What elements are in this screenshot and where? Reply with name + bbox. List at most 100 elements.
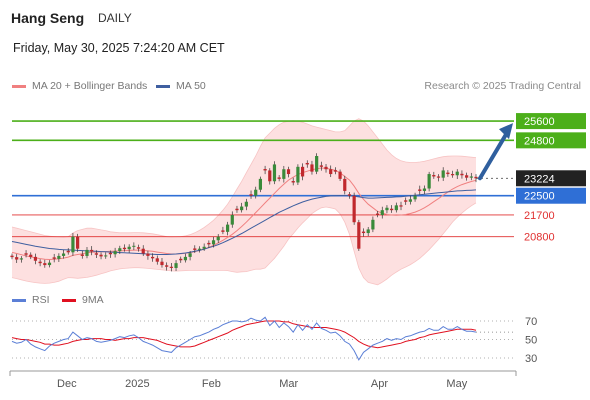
candle-body	[282, 169, 286, 179]
candle-body	[29, 254, 33, 257]
candle-body	[57, 255, 61, 259]
rsi-tick-30: 30	[525, 353, 537, 365]
level-label-22500: 22500	[524, 191, 555, 203]
candle-body	[43, 263, 47, 266]
candle-body	[122, 247, 127, 250]
legend-rsi-swatch	[12, 298, 26, 302]
candle-body	[343, 178, 347, 191]
candle-body	[33, 256, 38, 261]
level-tag-24800	[516, 132, 586, 149]
candle-body	[155, 258, 159, 262]
x-tick-2025: 2025	[125, 378, 149, 390]
legend-bollinger-label: MA 20 + Bollinger Bands	[32, 80, 148, 92]
candle-body	[52, 257, 56, 259]
bollinger-upper-line	[11, 118, 477, 238]
level-tag-25600	[516, 113, 586, 130]
candle-body	[202, 246, 206, 249]
candle-body	[296, 166, 300, 183]
candle-body	[455, 171, 459, 176]
candle-body	[19, 258, 23, 260]
candle-body	[15, 257, 19, 260]
candle-body	[272, 164, 277, 182]
candle-body	[436, 176, 441, 178]
legend-rsi-ma-label: 9MA	[82, 294, 104, 306]
level-label-24800: 24800	[524, 135, 555, 147]
candle-body	[286, 169, 291, 175]
candle-body	[24, 253, 28, 255]
candle-body	[315, 155, 319, 172]
legend-ma50-label: MA 50	[176, 80, 206, 92]
candle-body	[352, 195, 356, 223]
candle-body	[380, 210, 384, 215]
rsi-tick-50: 50	[525, 335, 537, 347]
candle-body	[300, 166, 305, 177]
candle-body	[225, 224, 230, 232]
source-credit: Research © 2025 Trading Central	[424, 80, 581, 92]
candle-body	[357, 222, 361, 249]
candle-body	[76, 236, 80, 249]
candle-body	[221, 230, 225, 232]
candle-body	[104, 255, 108, 257]
level-tag-22500	[516, 187, 586, 204]
legend-bollinger-swatch	[12, 84, 26, 88]
x-tick-Dec: Dec	[57, 378, 77, 390]
level-label-20800: 20800	[524, 232, 555, 244]
level-label-25600: 25600	[524, 116, 555, 128]
candle-body	[460, 173, 464, 176]
candle-body	[469, 176, 473, 178]
candle-body	[10, 255, 14, 258]
legend-rsi-ma-swatch	[62, 298, 76, 302]
legend-rsi: RSI	[12, 294, 50, 306]
projection-arrow-shaft	[478, 129, 510, 181]
candle-body	[305, 162, 309, 165]
candle-body	[108, 252, 113, 255]
candle-body	[146, 253, 150, 256]
candle-body	[216, 236, 220, 241]
candle-body	[361, 231, 366, 234]
candle-body	[85, 249, 89, 256]
candle-body	[465, 175, 469, 178]
candle-body	[174, 263, 178, 268]
candle-body	[268, 170, 272, 182]
candle-body	[211, 240, 216, 245]
candle-body	[244, 201, 248, 207]
rsi-ma-line	[11, 320, 477, 349]
legend-ma50-swatch	[156, 84, 170, 88]
projection-arrow-head	[499, 123, 513, 140]
candle-body	[385, 207, 389, 211]
candle-body	[151, 256, 155, 259]
candle-body	[324, 166, 328, 170]
candle-body	[399, 205, 403, 207]
candle-body	[446, 172, 450, 175]
price-candles	[10, 153, 478, 272]
rsi-tick-70: 70	[525, 316, 537, 328]
candle-body	[71, 236, 75, 253]
candle-body	[441, 170, 445, 178]
candle-body	[160, 261, 164, 266]
current-price-tag	[516, 170, 586, 187]
candle-body	[179, 258, 183, 261]
x-tick-Feb: Feb	[202, 378, 221, 390]
candle-body	[90, 249, 94, 252]
legend-rsi-label: RSI	[32, 294, 50, 306]
candle-body	[394, 205, 398, 211]
candle-body	[99, 254, 103, 257]
x-tick-Mar: Mar	[279, 378, 298, 390]
ma20-line	[11, 167, 477, 261]
candle-body	[94, 253, 98, 255]
candle-body	[371, 219, 375, 230]
legend-ma50: MA 50	[156, 80, 206, 92]
x-tick-Apr: Apr	[371, 378, 388, 390]
candle-body	[291, 181, 295, 183]
timeframe-label: DAILY	[98, 11, 132, 25]
candle-body	[249, 194, 253, 196]
ma50-line	[11, 189, 477, 255]
candle-body	[80, 254, 84, 256]
candle-body	[169, 266, 173, 268]
candle-body	[338, 171, 342, 179]
candle-body	[450, 174, 455, 176]
candle-body	[366, 229, 370, 234]
candle-body	[118, 248, 122, 252]
candle-body	[61, 253, 66, 256]
candle-body	[235, 208, 239, 211]
